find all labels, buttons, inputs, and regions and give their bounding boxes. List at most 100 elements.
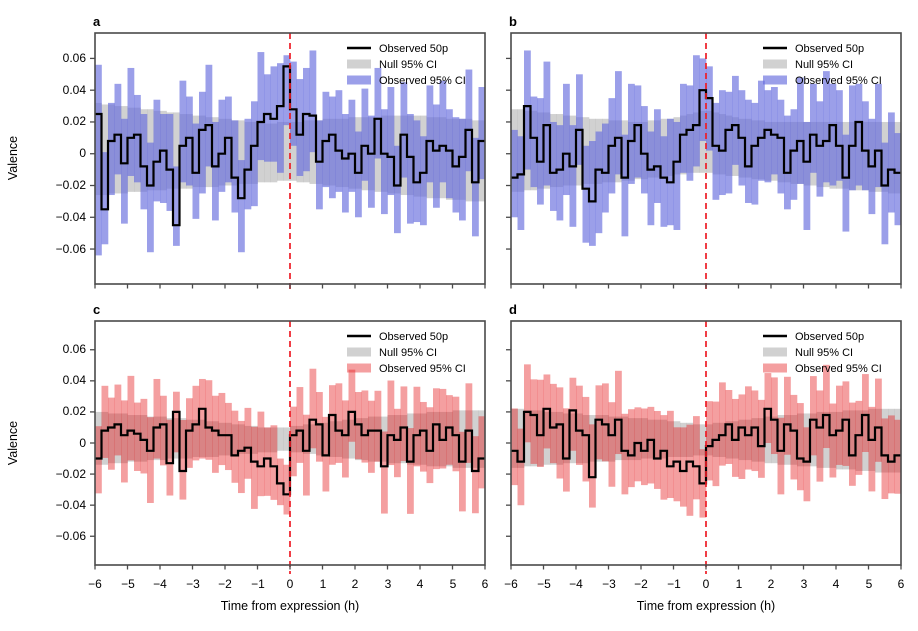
observed-ci-bar [277, 63, 284, 173]
observed-ci-bar [732, 75, 739, 165]
observed-ci-bar [595, 385, 603, 460]
x-tick-label: −5 [121, 577, 135, 591]
null-ci-bar [894, 408, 901, 473]
observed-ci-bar [712, 401, 720, 487]
null-ci-bar [699, 110, 707, 173]
observed-ci-bar [556, 387, 564, 479]
observed-ci-bar [465, 69, 473, 172]
y-tick-label: 0 [79, 146, 86, 160]
null-ci-bar [283, 427, 291, 451]
null-ci-bar [478, 410, 485, 468]
observed-ci-bar [316, 392, 323, 462]
x-tick-label: 4 [832, 577, 840, 591]
observed-ci-bar [400, 82, 408, 178]
null-ci-bar [634, 418, 642, 461]
observed-ci-bar [173, 391, 180, 453]
observed-ci-bar [439, 388, 447, 469]
null-ci-bar [283, 121, 291, 181]
observed-ci-bar [758, 80, 765, 181]
legend-label: Null 95% CI [379, 59, 437, 71]
x-tick-label: 0 [702, 577, 710, 591]
observed-ci-bar [283, 55, 291, 126]
observed-ci-bar [576, 74, 583, 165]
observed-ci-bar [881, 418, 889, 500]
observed-ci-bar [290, 406, 297, 477]
observed-ci-bar [166, 419, 174, 496]
legend-label: Observed 50p [795, 43, 864, 55]
null-ci-bar [784, 415, 791, 465]
y-tick-label: 0.04 [62, 83, 86, 97]
observed-ci-bar [251, 426, 258, 509]
observed-ci-bar [166, 114, 174, 211]
observed-ci-bar [660, 136, 668, 227]
observed-ci-bar [719, 382, 726, 466]
null-ci-bar [179, 418, 187, 459]
x-tick-label: 5 [449, 577, 457, 591]
observed-ci-bar [407, 428, 414, 514]
observed-ci-bar [452, 117, 460, 213]
observed-ci-bar [452, 396, 460, 472]
observed-ci-bar [205, 380, 213, 460]
observed-ci-bar [537, 98, 544, 205]
null-ci-band [511, 408, 901, 473]
observed-ci-bar [140, 114, 148, 210]
legend-label: Null 95% CI [379, 347, 437, 359]
null-ci-bar [173, 418, 180, 459]
observed-ci-bar [673, 121, 681, 230]
observed-ci-bar [797, 77, 804, 184]
observed-ci-bar [95, 426, 102, 494]
null-ci-bar [335, 421, 343, 457]
null-ci-bar [140, 415, 148, 462]
legend-label: Observed 95% CI [379, 363, 466, 375]
observed-ci-bar [316, 120, 323, 210]
y-tick-label: −0.02 [55, 178, 86, 192]
observed-ci-bar [322, 91, 330, 188]
observed-ci-bar [829, 83, 837, 186]
observed-ci-bar [875, 378, 882, 462]
panel-d-plot-group: Observed 50p Null 95% CI Observed 95% CI [506, 320, 902, 574]
observed-ci-bar [218, 99, 226, 192]
panel-a-plot-group: Observed 50p Null 95% CI Observed 95% CI [90, 32, 486, 293]
observed-ci-bar [855, 400, 863, 475]
observed-ci-bar [199, 91, 206, 194]
null-ci-bar [290, 121, 297, 181]
observed-ci-bar [823, 364, 830, 449]
observed-ci-bar [615, 370, 622, 455]
null-ci-bar [95, 411, 102, 465]
observed-ci-bar [849, 85, 856, 191]
null-ci-bar [238, 424, 245, 454]
observed-ci-bar [270, 425, 278, 500]
observed-ci-bar [875, 83, 882, 188]
y-tick-label: −0.04 [55, 210, 86, 224]
observed-ci-bar [225, 96, 232, 183]
panel-a-plot: Observed 50p Null 95% CI Observed 95% CI [90, 32, 486, 293]
data-marks [95, 368, 485, 515]
observed-ci-bar [218, 392, 226, 466]
legend-label: Observed 95% CI [795, 75, 882, 87]
y-tick-label: 0 [79, 436, 86, 450]
null-ci-bar [413, 413, 421, 465]
x-tick-label: 1 [735, 577, 743, 591]
null-ci-bar [719, 422, 726, 457]
x-tick-label: 3 [384, 577, 392, 591]
null-ci-bar [550, 411, 557, 465]
observed-ci-bar [121, 118, 128, 224]
panel-border [510, 320, 902, 566]
observed-ci-bar [342, 114, 349, 213]
observed-ci-bar [771, 377, 778, 455]
observed-ci-bar [511, 408, 518, 486]
observed-ci-bar [140, 398, 148, 474]
observed-ci-bar [784, 376, 791, 455]
observed-ci-bar [95, 64, 102, 256]
observed-ci-bar [114, 83, 122, 175]
observed-ci-bar [433, 104, 440, 208]
observed-ci-bar [550, 383, 557, 464]
observed-ci-bar [374, 67, 382, 159]
observed-ci-bar [634, 407, 642, 482]
null-ci-bar [199, 419, 206, 457]
data-marks [95, 50, 485, 256]
observed-ci-bar [881, 142, 889, 245]
y-tick-label: 0.04 [62, 373, 86, 387]
observed-ci-bar [244, 118, 252, 210]
observed-ci-bar [446, 109, 453, 199]
